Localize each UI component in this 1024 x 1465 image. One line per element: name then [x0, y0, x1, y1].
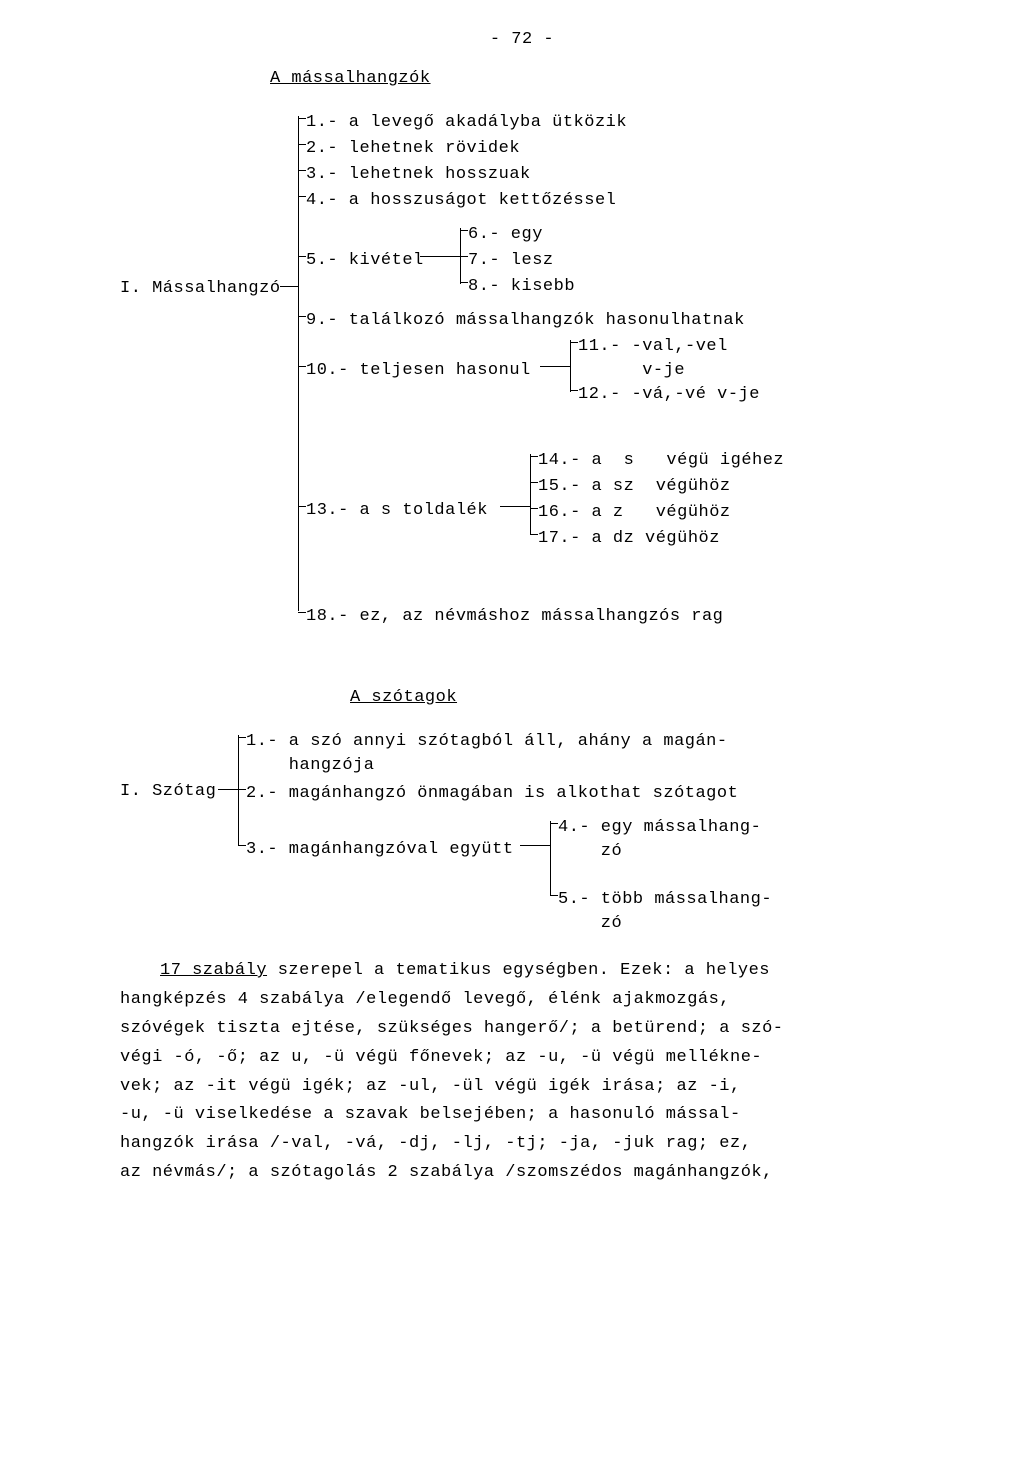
para-l4: végi -ó, -ő; az u, -ü végü főnevek; az -…	[120, 1044, 924, 1073]
t1-n11b: v-je	[578, 358, 685, 384]
para-l6: -u, -ü viselkedése a szavak belsejében; …	[120, 1101, 924, 1130]
tree1: I. Mássalhangzó 1.- a levegő akadályba ü…	[120, 108, 924, 628]
tree2-main-v	[238, 735, 239, 845]
tick	[298, 612, 306, 613]
t1-n12: 12.- -vá,-vé v-je	[578, 382, 760, 408]
tree1-root-h	[280, 286, 298, 287]
t2-s5b: zó	[558, 911, 622, 937]
t2-s3-h	[520, 845, 550, 846]
tick	[298, 118, 306, 119]
t1-n5-h	[420, 256, 460, 257]
t2-s3-v	[550, 821, 551, 895]
tick	[570, 390, 578, 391]
tick	[460, 230, 468, 231]
tick	[298, 316, 306, 317]
tick	[530, 534, 538, 535]
tree2: I. Szótag 1.- a szó annyi szótagból áll,…	[120, 727, 924, 917]
t1-n13: 13.- a s toldalék	[306, 498, 488, 524]
tick	[238, 737, 246, 738]
t2-s4b: zó	[558, 839, 622, 865]
tick	[298, 256, 306, 257]
t1-n2: 2.- lehetnek rövidek	[306, 136, 520, 162]
t2-s1b: hangzója	[246, 753, 374, 779]
tick	[460, 282, 468, 283]
page: - 72 - A mássalhangzók I. Mássalhangzó 1…	[0, 0, 1024, 1248]
tick	[550, 895, 558, 896]
t2-s3: 3.- magánhangzóval együtt	[246, 837, 514, 863]
t2-s1a: 1.- a szó annyi szótagból áll, ahány a m…	[246, 729, 728, 755]
tick	[530, 456, 538, 457]
para-l8: az névmás/; a szótagolás 2 szabálya /szo…	[120, 1159, 924, 1188]
t1-n10-h	[540, 366, 570, 367]
para-l3: szóvégek tiszta ejtése, szükséges hanger…	[120, 1015, 924, 1044]
tick	[530, 482, 538, 483]
section2-title: A szótagok	[350, 688, 924, 707]
para-lead: 17 szabály	[160, 961, 267, 980]
para-l5: vek; az -it végü igék; az -ul, -ül végü …	[120, 1073, 924, 1102]
tick	[530, 508, 538, 509]
tick	[298, 366, 306, 367]
para-rest1: szerepel a tematikus egységben. Ezek: a …	[267, 961, 770, 980]
t1-n18: 18.- ez, az névmáshoz mássalhangzós rag	[306, 604, 723, 630]
tick	[298, 196, 306, 197]
t1-n14: 14.- a s végü igéhez	[538, 448, 784, 474]
t1-n8: 8.- kisebb	[468, 274, 575, 300]
t1-n16: 16.- a z végühöz	[538, 500, 731, 526]
t1-n13-v	[530, 454, 531, 534]
tree2-root: I. Szótag	[120, 779, 216, 805]
t1-n6: 6.- egy	[468, 222, 543, 248]
t1-n15: 15.- a sz végühöz	[538, 474, 731, 500]
tick	[550, 823, 558, 824]
para-l2: hangképzés 4 szabálya /elegendő levegő, …	[120, 986, 924, 1015]
tree2-root-h	[218, 789, 238, 790]
t1-n10: 10.- teljesen hasonul	[306, 358, 531, 384]
tick	[238, 845, 246, 846]
tree1-root: I. Mássalhangzó	[120, 276, 281, 302]
tick	[298, 170, 306, 171]
t1-n4: 4.- a hosszuságot kettőzéssel	[306, 188, 616, 214]
tick	[298, 144, 306, 145]
t1-n1: 1.- a levegő akadályba ütközik	[306, 110, 627, 136]
t2-s4a: 4.- egy mássalhang-	[558, 815, 761, 841]
tick	[570, 342, 578, 343]
tick	[238, 789, 246, 790]
t1-n13-h	[500, 506, 530, 507]
t2-s2: 2.- magánhangzó önmagában is alkothat sz…	[246, 781, 738, 807]
page-number: - 72 -	[120, 30, 924, 49]
t1-n10-v	[570, 340, 571, 392]
section1-title: A mássalhangzók	[270, 69, 924, 88]
para-l7: hangzók irása /-val, -vá, -dj, -lj, -tj;…	[120, 1130, 924, 1159]
t1-n7: 7.- lesz	[468, 248, 554, 274]
t1-n11: 11.- -val,-vel	[578, 334, 728, 360]
body-paragraph: 17 szabály szerepel a tematikus egységbe…	[120, 957, 924, 1188]
t2-s5a: 5.- több mássalhang-	[558, 887, 772, 913]
t1-n5: 5.- kivétel	[306, 248, 424, 274]
tick	[460, 256, 468, 257]
tree1-main-v	[298, 116, 299, 611]
tick	[298, 506, 306, 507]
t1-n17: 17.- a dz végühöz	[538, 526, 720, 552]
t1-n3: 3.- lehetnek hosszuak	[306, 162, 531, 188]
t1-n9: 9.- találkozó mássalhangzók hasonulhatna…	[306, 308, 745, 334]
